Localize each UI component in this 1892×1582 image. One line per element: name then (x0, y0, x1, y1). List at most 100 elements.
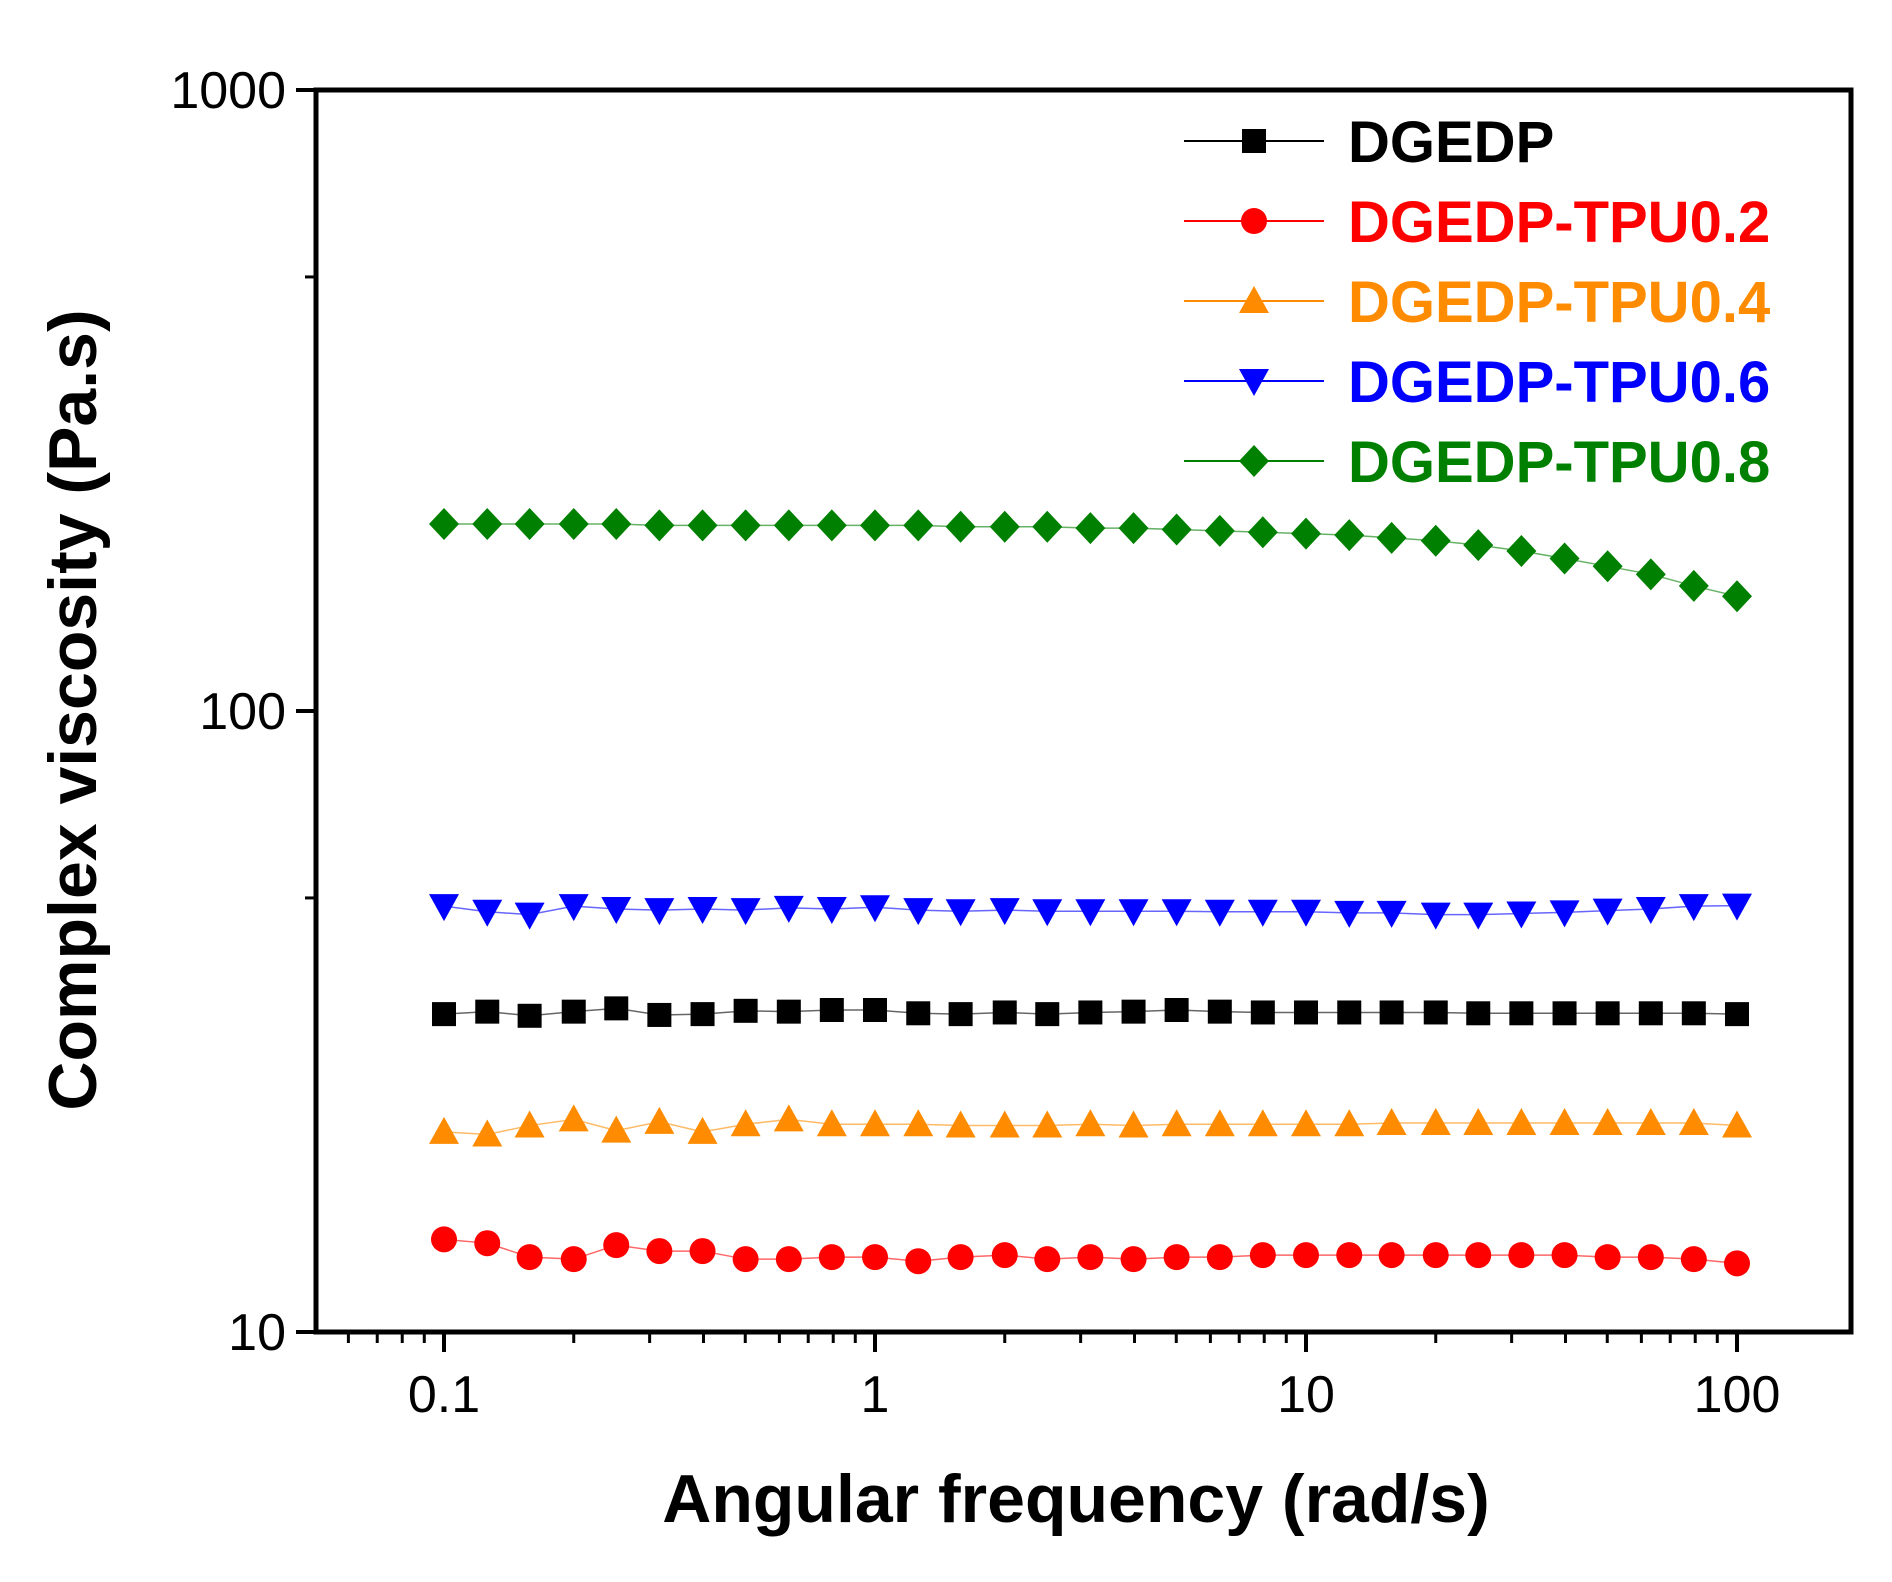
data-point (1035, 1002, 1060, 1027)
data-point (1334, 900, 1365, 928)
data-point (516, 1244, 543, 1271)
data-point (1164, 998, 1189, 1023)
data-point (945, 1110, 976, 1138)
legend-marker (1239, 445, 1269, 477)
data-point (431, 1226, 457, 1253)
axis-ticks (296, 88, 1739, 1352)
data-point (1595, 1001, 1620, 1026)
data-point (644, 509, 675, 542)
data-point (906, 1001, 931, 1026)
data-point (773, 1104, 804, 1132)
data-point (903, 509, 934, 542)
data-point (1506, 1108, 1537, 1136)
data-point (561, 999, 586, 1024)
data-point (991, 1242, 1018, 1269)
series-dgedp (432, 996, 1749, 1028)
data-point (1250, 1000, 1275, 1025)
data-point (1034, 1246, 1061, 1273)
legend-label: DGEDP-TPU0.8 (1348, 430, 1770, 495)
data-point (1552, 1001, 1577, 1026)
data-series (429, 508, 1752, 1277)
data-point (1635, 558, 1666, 591)
data-point (1549, 1108, 1580, 1136)
legend-marker (1242, 129, 1266, 153)
data-point (1376, 1108, 1407, 1136)
data-point (1120, 1246, 1147, 1273)
data-point (1592, 1108, 1623, 1136)
data-point (604, 996, 629, 1021)
data-point (1075, 1109, 1106, 1137)
data-point (1294, 1000, 1318, 1025)
data-point (1420, 524, 1451, 557)
data-point (1681, 1001, 1706, 1026)
data-point (1207, 999, 1232, 1024)
data-point (1118, 512, 1149, 545)
legend-label: DGEDP (1348, 110, 1554, 175)
series-dgedp-tpu0-4 (429, 1104, 1752, 1147)
data-point (992, 1000, 1017, 1025)
data-point (1549, 900, 1580, 928)
data-point (819, 998, 844, 1023)
data-point (472, 1119, 503, 1147)
data-point (989, 898, 1020, 926)
data-point (773, 509, 804, 542)
legend-item: DGEDP-TPU0.4 (1184, 270, 1770, 335)
y-axis-title: Complex viscosity (Pa.s) (35, 309, 111, 1110)
data-point (1118, 1110, 1149, 1138)
data-point (1161, 899, 1192, 927)
data-point (690, 1002, 715, 1027)
data-point (646, 1238, 673, 1265)
data-point (816, 1109, 847, 1137)
data-point (1078, 1000, 1103, 1025)
data-point (1204, 899, 1235, 927)
data-point (1463, 1108, 1494, 1136)
data-point (1463, 529, 1494, 562)
data-point (1161, 1109, 1192, 1137)
data-point (1722, 1110, 1752, 1138)
data-point (1465, 1242, 1492, 1269)
x-axis-title: Angular frequency (rad/s) (662, 1461, 1490, 1537)
data-point (1336, 1242, 1363, 1269)
data-point (1118, 899, 1149, 927)
data-point (601, 1115, 632, 1143)
data-point (1334, 1109, 1365, 1137)
data-point (1637, 1244, 1664, 1271)
data-point (1032, 899, 1063, 927)
x-tick-label: 10 (1277, 1366, 1335, 1424)
data-point (514, 508, 545, 541)
data-point (687, 509, 718, 542)
data-point (1551, 1242, 1578, 1269)
legend-label: DGEDP-TPU0.2 (1348, 190, 1770, 255)
data-point (1680, 1246, 1707, 1273)
data-point (903, 898, 934, 926)
data-point (1247, 516, 1278, 549)
data-point (1077, 1244, 1104, 1271)
data-point (429, 508, 459, 541)
data-point (429, 1116, 459, 1144)
data-point (1291, 517, 1321, 550)
data-point (472, 899, 503, 927)
data-point (1466, 1001, 1491, 1026)
data-point (1420, 902, 1451, 930)
data-point (1722, 893, 1752, 921)
data-point (1293, 1242, 1319, 1269)
data-point (474, 1230, 501, 1257)
x-tick-label: 100 (1694, 1366, 1781, 1424)
data-point (1592, 898, 1623, 926)
legend-marker (1239, 369, 1269, 396)
data-point (1247, 1109, 1278, 1137)
data-point (687, 896, 718, 924)
data-point (1678, 569, 1709, 602)
legend-label: DGEDP-TPU0.6 (1348, 350, 1770, 415)
y-tick-label: 100 (199, 683, 286, 741)
data-point (517, 1003, 542, 1028)
data-point (816, 509, 847, 542)
data-point (733, 998, 758, 1023)
data-point (860, 895, 890, 923)
legend-item: DGEDP-TPU0.8 (1184, 430, 1770, 495)
data-point (818, 1244, 845, 1271)
data-point (1075, 899, 1106, 927)
data-point (1075, 512, 1106, 545)
data-point (1378, 1242, 1405, 1269)
legend-marker (1239, 286, 1269, 313)
